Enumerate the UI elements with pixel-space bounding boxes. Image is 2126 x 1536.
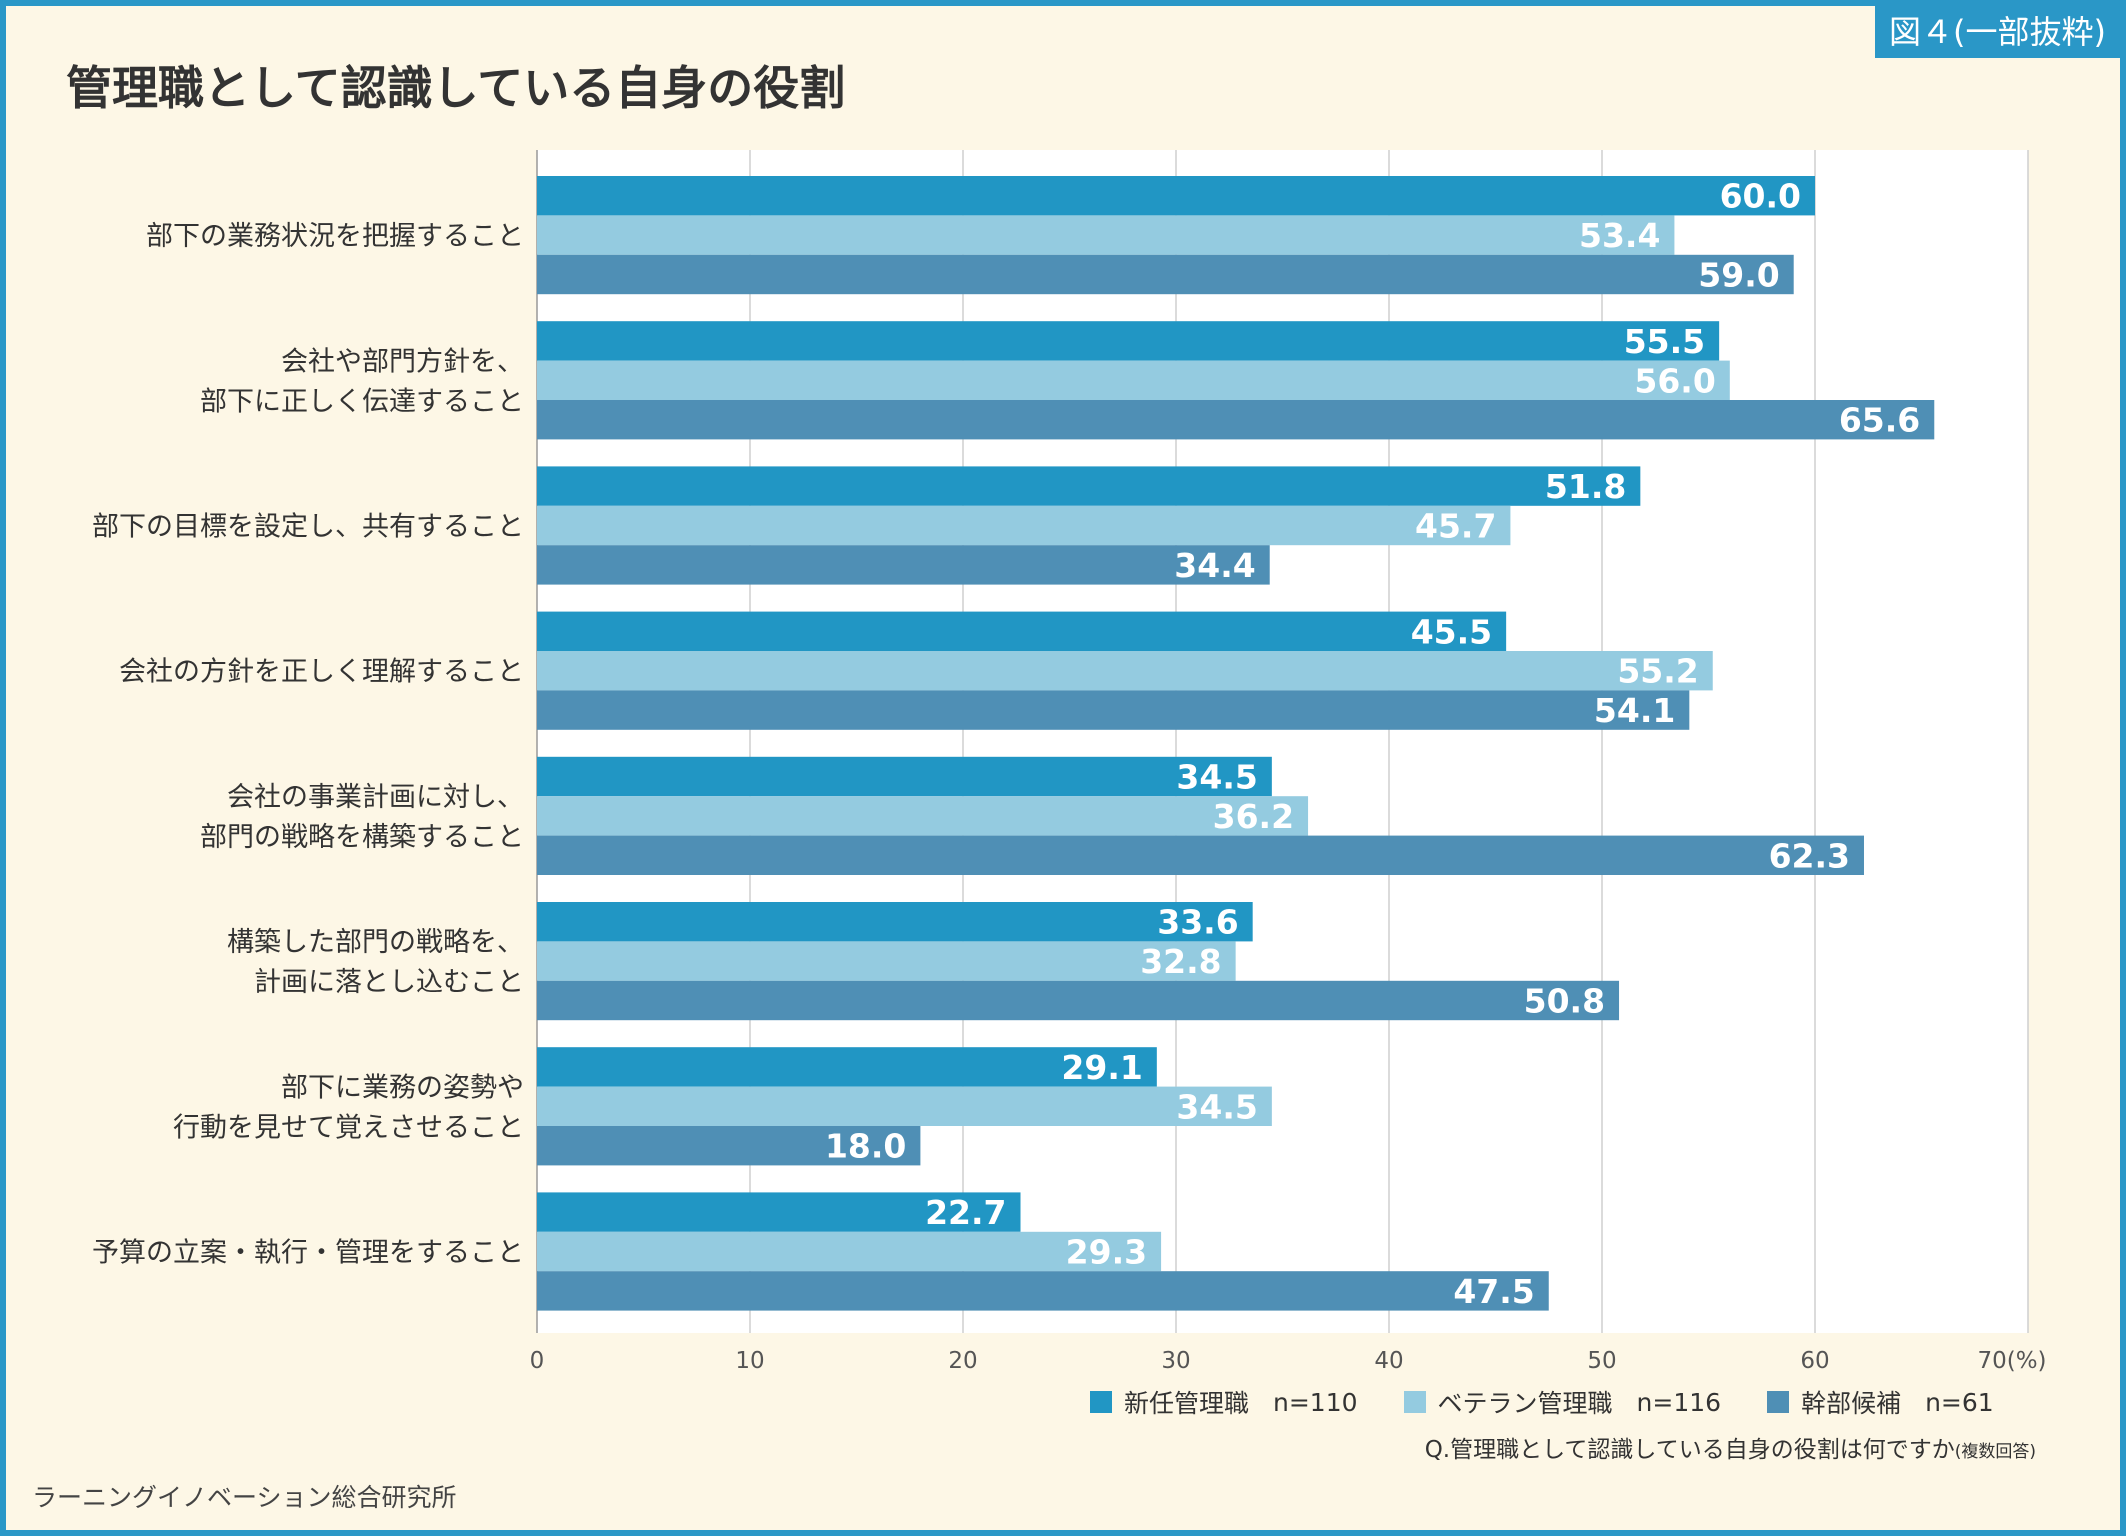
- bar-veteran-manager: [537, 941, 1236, 981]
- category-label: 計画に落とし込むこと: [254, 967, 524, 998]
- bar-veteran-manager: [537, 1231, 1162, 1272]
- legend-n-new-manager: n=110: [1273, 1387, 1358, 1417]
- x-tick-label: 40: [1374, 1348, 1403, 1374]
- bar-candidate: [537, 1126, 921, 1166]
- bar-value-label: 29.3: [1066, 1233, 1147, 1272]
- bar-new-manager: [537, 1047, 1157, 1087]
- legend-swatch-veteran-manager: [1403, 1391, 1426, 1413]
- bar-value-label: 51.8: [1545, 467, 1626, 506]
- category-label: 部門の戦略を構築すること: [200, 822, 524, 853]
- bar-new-manager: [537, 902, 1253, 942]
- bar-candidate: [537, 545, 1270, 585]
- bar-new-manager: [537, 756, 1272, 797]
- legend-n-veteran-manager: n=116: [1636, 1387, 1722, 1417]
- bar-value-label: 60.0: [1720, 177, 1801, 216]
- x-axis-ticks: 0 10 20 30 40 50 60 70(%): [530, 1348, 2047, 1374]
- bar-value-label: 45.5: [1411, 612, 1492, 651]
- bar-candidate: [537, 400, 1935, 440]
- category-label: 会社や部門方針を、: [281, 346, 524, 377]
- question-note: (複数回答): [1954, 1442, 2036, 1462]
- x-tick-label: 30: [1161, 1348, 1190, 1374]
- bar-value-label: 32.8: [1140, 942, 1221, 981]
- bar-value-label: 56.0: [1634, 361, 1715, 400]
- legend-swatch-new-manager: [1090, 1391, 1112, 1413]
- legend-swatch-candidate: [1767, 1391, 1790, 1413]
- chart-title: 管理職として認識している自身の役割: [66, 61, 846, 115]
- bar-veteran-manager: [537, 215, 1675, 255]
- source-credit: ラーニングイノベーション総合研究所: [32, 1483, 457, 1512]
- bar-value-label: 62.3: [1769, 836, 1850, 875]
- category-label: 構築した部門の戦略を、: [227, 927, 524, 958]
- bar-value-label: 55.5: [1624, 322, 1705, 361]
- bar-value-label: 55.2: [1617, 652, 1698, 691]
- bar-veteran-manager: [537, 651, 1713, 691]
- category-label: 部下の業務状況を把握すること: [146, 221, 524, 252]
- bar-value-label: 29.1: [1061, 1048, 1142, 1087]
- bar-value-label: 33.6: [1157, 903, 1238, 942]
- x-tick-label: 60: [1800, 1348, 1829, 1374]
- x-tick-label: 10: [735, 1348, 764, 1374]
- bar-veteran-manager: [537, 796, 1309, 836]
- bar-value-label: 36.2: [1213, 797, 1294, 836]
- question-text: Q.管理職として認識している自身の役割は何ですか: [1424, 1437, 1955, 1463]
- category-label: 会社の事業計画に対し、: [227, 782, 524, 813]
- bar-value-label: 18.0: [825, 1127, 906, 1166]
- legend-item-veteran-manager: ベテラン管理職 n=116: [1403, 1384, 1722, 1420]
- bar-candidate: [537, 690, 1690, 730]
- legend-item-candidate: 幹部候補 n=61: [1767, 1384, 1994, 1420]
- category-label: 行動を見せて覚えさせること: [173, 1112, 524, 1143]
- legend-label-new-manager: 新任管理職: [1124, 1389, 1250, 1418]
- bar-new-manager: [537, 176, 1815, 216]
- bar-value-label: 65.6: [1839, 401, 1920, 440]
- x-tick-label: 50: [1587, 1348, 1616, 1374]
- survey-question: Q.管理職として認識している自身の役割は何ですか(複数回答): [1425, 1430, 2036, 1464]
- bar-value-label: 34.4: [1174, 546, 1255, 585]
- bar-veteran-manager: [537, 1086, 1272, 1126]
- legend-label-veteran-manager: ベテラン管理職: [1437, 1389, 1613, 1418]
- figure-badge: 図４(一部抜粋): [1875, 6, 2120, 58]
- bar-candidate: [537, 254, 1794, 295]
- bar-value-label: 45.7: [1415, 507, 1496, 546]
- bar-value-label: 53.4: [1579, 216, 1660, 255]
- legend-label-candidate: 幹部候補: [1801, 1389, 1902, 1418]
- bars: 60.0 53.4 59.0 55.556.0 65.6 51.8 45.7 34.4 45.5…: [537, 176, 1935, 1311]
- bar-value-label: 59.0: [1698, 256, 1779, 295]
- bar-value-label: 34.5: [1176, 1087, 1257, 1126]
- bar-value-label: 54.1: [1594, 691, 1675, 730]
- bar-veteran-manager: [537, 505, 1511, 546]
- legend: 新任管理職 n=110 ベテラン管理職 n=116 幹部候補 n=61: [1090, 1384, 1994, 1420]
- bar-new-manager: [537, 1192, 1021, 1232]
- bar-new-manager: [537, 321, 1720, 361]
- x-tick-label: 0: [530, 1348, 545, 1374]
- bar-new-manager: [537, 611, 1507, 651]
- category-label: 部下に正しく伝達すること: [200, 386, 524, 417]
- category-label: 予算の立案・執行・管理をすること: [92, 1238, 524, 1269]
- bar-candidate: [537, 1271, 1549, 1311]
- category-labels: 部下の業務状況を把握すること会社や部門方針を、部下に正しく伝達すること部下の目標…: [92, 221, 524, 1268]
- category-label: 部下に業務の姿勢や: [281, 1072, 524, 1103]
- bar-candidate: [537, 835, 1864, 875]
- bar-value-label: 50.8: [1524, 982, 1605, 1021]
- legend-n-candidate: n=61: [1925, 1387, 1994, 1417]
- legend-item-new-manager: 新任管理職 n=110: [1090, 1384, 1358, 1420]
- bar-candidate: [537, 980, 1620, 1021]
- x-tick-label: 70(%): [1977, 1348, 2046, 1374]
- bar-new-manager: [537, 466, 1641, 506]
- category-label: 会社の方針を正しく理解すること: [119, 657, 524, 688]
- category-label: 部下の目標を設定し、共有すること: [92, 512, 524, 543]
- bar-value-label: 34.5: [1176, 758, 1257, 797]
- x-tick-label: 20: [948, 1348, 977, 1374]
- bar-value-label: 47.5: [1453, 1272, 1534, 1311]
- bar-value-label: 22.7: [925, 1193, 1006, 1232]
- bar-veteran-manager: [537, 360, 1730, 400]
